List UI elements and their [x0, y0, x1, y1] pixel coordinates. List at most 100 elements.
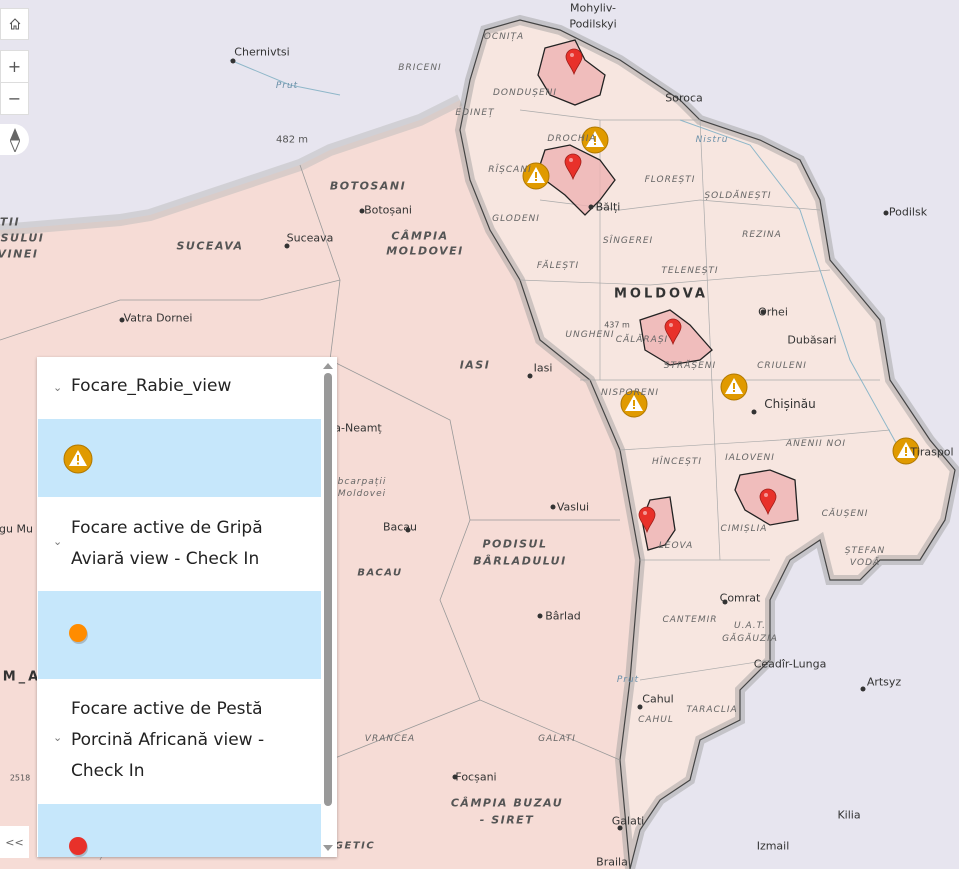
map-label: Moldovei — [337, 489, 387, 499]
map-label: FĂLEȘTI — [536, 261, 580, 271]
map-label: CAHUL — [638, 715, 674, 725]
compass-button[interactable] — [0, 124, 29, 155]
swine-fever-pin-icon[interactable] — [759, 488, 777, 516]
map-label: PODISUL — [482, 537, 548, 551]
map-label: HÎNCEȘTI — [652, 457, 702, 467]
map-label: BRICENI — [398, 63, 442, 73]
map-label: ESULUI — [0, 231, 45, 245]
map-label: Braila — [596, 855, 628, 869]
map-label: GALATI — [538, 734, 576, 744]
swine-fever-pin-icon[interactable] — [565, 48, 583, 76]
layer-title: Focare active de Pestă — [71, 699, 263, 719]
map-label: Orhei — [758, 305, 788, 319]
map-label: bcarpații — [337, 477, 387, 487]
map-label: TELENEȘTI — [661, 266, 719, 276]
map-label: Cahul — [642, 692, 674, 706]
map-label: TII — [0, 215, 21, 229]
map-label: CÂMPIA BUZAU — [450, 796, 564, 810]
map-label: CIMIȘLIA — [720, 524, 768, 534]
swine-fever-pin-icon[interactable] — [638, 506, 656, 534]
map-label: Dubăsari — [787, 333, 837, 347]
map-label: Galati — [611, 814, 645, 828]
rabies-warning-icon[interactable] — [720, 373, 748, 401]
legend-layer-avian-flu[interactable]: ⌄ Focare active de Gripă Aviară view - C… — [37, 497, 321, 591]
map-label: ANENII NOI — [786, 439, 846, 449]
map-label: M_A — [2, 669, 42, 685]
map-label: GĂGĂUZIA — [722, 634, 778, 644]
map-label: MOLDOVA — [613, 286, 709, 302]
map-label: Suceava — [286, 231, 334, 245]
map-label: Podilskyi — [569, 17, 617, 31]
map-label: Kilia — [837, 808, 861, 822]
warning-icon — [63, 444, 93, 474]
map-label: IALOVENI — [725, 453, 775, 463]
map-label: BÂRLADULUI — [473, 554, 567, 568]
legend-symbol-row[interactable] — [38, 804, 321, 857]
map-label: DONDUȘENI — [492, 88, 558, 98]
layer-title: Aviară view - Check In — [71, 549, 260, 569]
map-label: EDINEȚ — [455, 108, 495, 118]
orange-dot-icon — [69, 624, 88, 644]
rabies-warning-icon[interactable] — [892, 437, 920, 465]
map-label: GETIC — [334, 840, 376, 852]
map-label: Iasi — [533, 361, 553, 375]
map-label: VINEI — [0, 247, 39, 261]
map-label: Tiraspol — [910, 445, 954, 459]
map-label: Chișinău — [764, 397, 816, 411]
rabies-warning-icon[interactable] — [581, 126, 609, 154]
swine-fever-pin-icon[interactable] — [664, 318, 682, 346]
home-icon — [9, 18, 20, 30]
map-label: Prut — [616, 675, 640, 685]
map-label: - SIRET — [479, 813, 535, 827]
scrollbar-thumb[interactable] — [324, 373, 332, 806]
zoom-out-button[interactable]: − — [0, 82, 29, 115]
map-label: 2518 — [9, 773, 31, 783]
rabies-warning-icon[interactable] — [522, 162, 550, 190]
map-label: Bacau — [382, 520, 418, 534]
map-label: IASI — [459, 358, 491, 372]
map-label: GLODENI — [492, 214, 540, 224]
chevron-down-icon[interactable]: ⌄ — [53, 381, 63, 394]
chevron-down-icon[interactable]: ⌄ — [53, 731, 63, 744]
legend-layer-african-swine-fever[interactable]: ⌄ Focare active de Pestă Porcină African… — [37, 679, 321, 804]
map-label: SUCEAVA — [176, 239, 244, 253]
home-button[interactable] — [0, 8, 29, 40]
map-label: UNGHENI — [565, 330, 615, 340]
map-label: CANTEMIR — [662, 615, 718, 625]
layer-title: Porcină Africană view - — [71, 730, 265, 750]
layer-title: Focare active de Gripă — [71, 518, 263, 538]
map-label: OCNIȚA — [483, 32, 525, 42]
map-label: Vaslui — [556, 500, 590, 514]
map-label: CĂLĂRAȘI — [615, 335, 669, 345]
scroll-down-arrow[interactable] — [323, 845, 333, 851]
map-label: Soroca — [665, 91, 703, 105]
map-label: SÎNGEREI — [602, 236, 654, 246]
legend-symbol-row[interactable] — [38, 591, 321, 679]
map-label: MOLDOVEI — [386, 244, 464, 258]
map-label: gu Mu — [0, 522, 33, 536]
scroll-up-arrow[interactable] — [323, 363, 333, 369]
map-label: Podilsk — [888, 205, 928, 219]
legend-panel: ⌄ Focare_Rabie_view ⌄ Focare active de G… — [37, 357, 337, 857]
layer-title: Check In — [71, 761, 145, 781]
map-label: BACAU — [357, 567, 403, 579]
map-label: Mohyliv- — [570, 1, 616, 15]
map-label: NISPORENI — [601, 388, 659, 398]
legend-layer-rabies[interactable]: ⌄ Focare_Rabie_view — [37, 357, 321, 419]
map-label: VRANCEA — [364, 734, 416, 744]
map-label: TARACLIA — [686, 705, 738, 715]
scrollbar[interactable] — [323, 363, 333, 851]
swine-fever-pin-icon[interactable] — [564, 153, 582, 181]
rabies-warning-icon[interactable] — [620, 390, 648, 418]
map-label: Bălți — [595, 200, 621, 214]
map-label: Chernivtsi — [234, 45, 290, 59]
map-label: Focșani — [455, 770, 497, 784]
collapse-panel-button[interactable]: << — [0, 826, 29, 858]
chevron-down-icon[interactable]: ⌄ — [53, 535, 63, 548]
map-label: LEOVA — [658, 541, 694, 551]
map-label: Botoșani — [364, 203, 412, 217]
map-label: Ceadîr-Lunga — [753, 657, 827, 671]
map-label: REZINA — [742, 230, 782, 240]
zoom-in-button[interactable]: + — [0, 50, 29, 83]
legend-symbol-row[interactable] — [38, 419, 321, 497]
